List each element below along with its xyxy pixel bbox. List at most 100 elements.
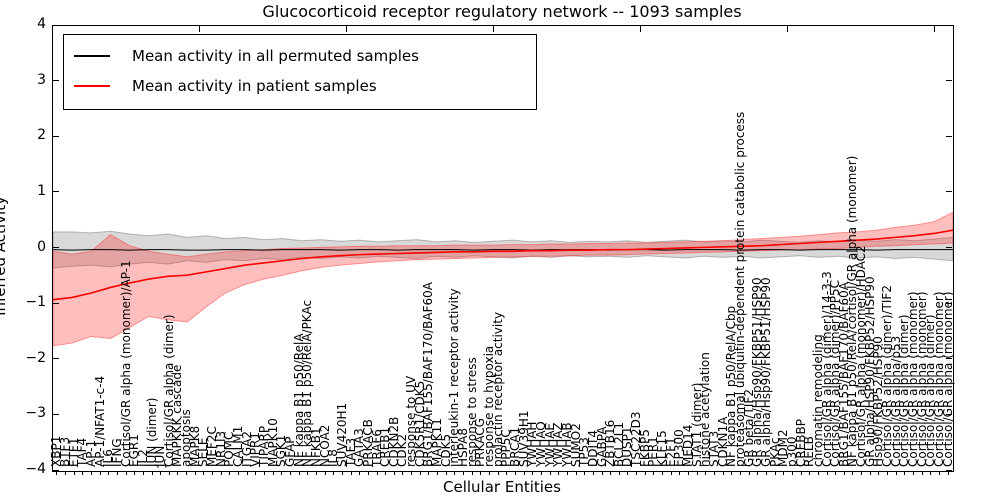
y-tick-mark: [53, 24, 59, 26]
x-tick-mark: [662, 471, 664, 475]
x-tick-mark: [350, 471, 352, 475]
x-tick-mark: [514, 471, 516, 475]
x-tick-mark: [558, 471, 560, 475]
y-tick-mark: [946, 247, 952, 248]
legend-item-permuted: Mean activity in all permuted samples: [74, 41, 526, 71]
y-tick-mark: [53, 302, 59, 304]
x-tick-mark: [765, 471, 767, 475]
x-tick-mark: [281, 471, 283, 475]
x-tick-mark: [878, 471, 880, 475]
patient-range-band: [53, 211, 953, 347]
x-tick-label: Cortisol/GR alpha (monomer): [940, 291, 955, 467]
x-tick-mark: [315, 471, 317, 475]
x-tick-mark: [566, 471, 568, 475]
x-tick-mark: [116, 471, 118, 475]
x-tick-mark: [264, 471, 266, 475]
plot-area: Mean activity in all permuted samples Me…: [52, 25, 954, 472]
x-tick-mark: [688, 471, 690, 475]
x-tick-mark: [64, 471, 66, 475]
y-tick-mark: [946, 24, 952, 26]
x-tick-mark: [428, 471, 430, 475]
x-tick-mark: [731, 471, 733, 475]
y-tick-mark: [946, 358, 952, 360]
x-tick-mark: [99, 471, 101, 475]
x-tick-mark: [168, 471, 170, 475]
x-tick-mark: [791, 471, 793, 475]
x-tick-mark: [298, 471, 300, 475]
x-tick-mark: [454, 471, 456, 475]
x-tick-mark: [714, 471, 716, 475]
x-tick-mark: [56, 471, 58, 475]
x-tick-mark: [601, 471, 603, 475]
x-tick-mark: [523, 471, 525, 475]
x-tick-mark: [887, 471, 889, 475]
x-tick-mark: [445, 471, 447, 475]
y-tick-mark: [946, 302, 952, 304]
top-tick-mark: [639, 26, 641, 32]
black-line-sample: [74, 55, 110, 57]
x-tick-mark: [540, 471, 542, 475]
legend-label-permuted: Mean activity in all permuted samples: [132, 47, 419, 65]
y-tick-mark: [946, 135, 952, 137]
x-tick-mark: [809, 471, 811, 475]
x-tick-mark: [861, 471, 863, 475]
x-tick-mark: [921, 471, 923, 475]
x-tick-mark: [904, 471, 906, 475]
y-tick-label: −1: [25, 294, 46, 311]
x-tick-mark: [385, 471, 387, 475]
x-tick-mark: [73, 471, 75, 475]
x-tick-mark: [90, 471, 92, 475]
x-tick-mark: [246, 471, 248, 475]
mean-activity-in-all-permuted-samples-line: [53, 249, 953, 251]
legend-item-patient: Mean activity in patient samples: [74, 71, 526, 101]
top-tick-mark: [493, 26, 494, 32]
x-tick-mark: [255, 471, 257, 475]
y-tick-mark: [53, 413, 59, 415]
x-tick-mark: [203, 471, 205, 475]
x-tick-mark: [696, 471, 698, 475]
y-tick-mark: [946, 191, 952, 193]
x-tick-mark: [800, 471, 802, 475]
y-tick-mark: [53, 469, 59, 471]
x-tick-mark: [108, 471, 110, 475]
x-tick-mark: [852, 471, 854, 475]
x-tick-mark: [722, 471, 724, 475]
x-tick-mark: [627, 471, 629, 475]
x-tick-mark: [939, 471, 941, 475]
x-tick-mark: [341, 471, 343, 475]
y-tick-mark: [946, 80, 952, 82]
x-tick-mark: [367, 471, 369, 475]
top-tick-mark: [198, 26, 200, 32]
x-tick-mark: [376, 471, 378, 475]
x-tick-mark: [307, 471, 309, 475]
x-tick-mark: [679, 471, 681, 475]
x-tick-mark: [644, 471, 646, 475]
x-tick-mark: [471, 471, 473, 475]
x-tick-mark: [194, 471, 196, 475]
y-tick-mark: [946, 469, 952, 471]
y-tick-label: 2: [37, 127, 46, 144]
y-tick-label: 1: [37, 182, 46, 199]
x-tick-mark: [177, 471, 179, 475]
y-tick-mark: [53, 135, 59, 137]
x-tick-mark: [82, 471, 84, 475]
y-tick-label: −4: [25, 461, 46, 477]
x-tick-mark: [895, 471, 897, 475]
x-tick-mark: [506, 471, 508, 475]
x-axis-label: Cellular Entities: [443, 478, 561, 496]
x-tick-mark: [142, 471, 144, 475]
x-tick-mark: [289, 471, 291, 475]
x-tick-mark: [220, 471, 222, 475]
x-tick-mark: [359, 471, 361, 475]
top-tick-mark: [346, 26, 348, 32]
x-tick-mark: [419, 471, 421, 475]
x-tick-mark: [575, 471, 577, 475]
x-tick-mark: [324, 471, 326, 475]
x-tick-mark: [463, 471, 465, 475]
y-tick-mark: [53, 80, 59, 82]
x-tick-mark: [489, 471, 491, 475]
x-tick-mark: [947, 471, 949, 475]
x-tick-mark: [843, 471, 845, 475]
top-tick-mark: [934, 26, 935, 32]
